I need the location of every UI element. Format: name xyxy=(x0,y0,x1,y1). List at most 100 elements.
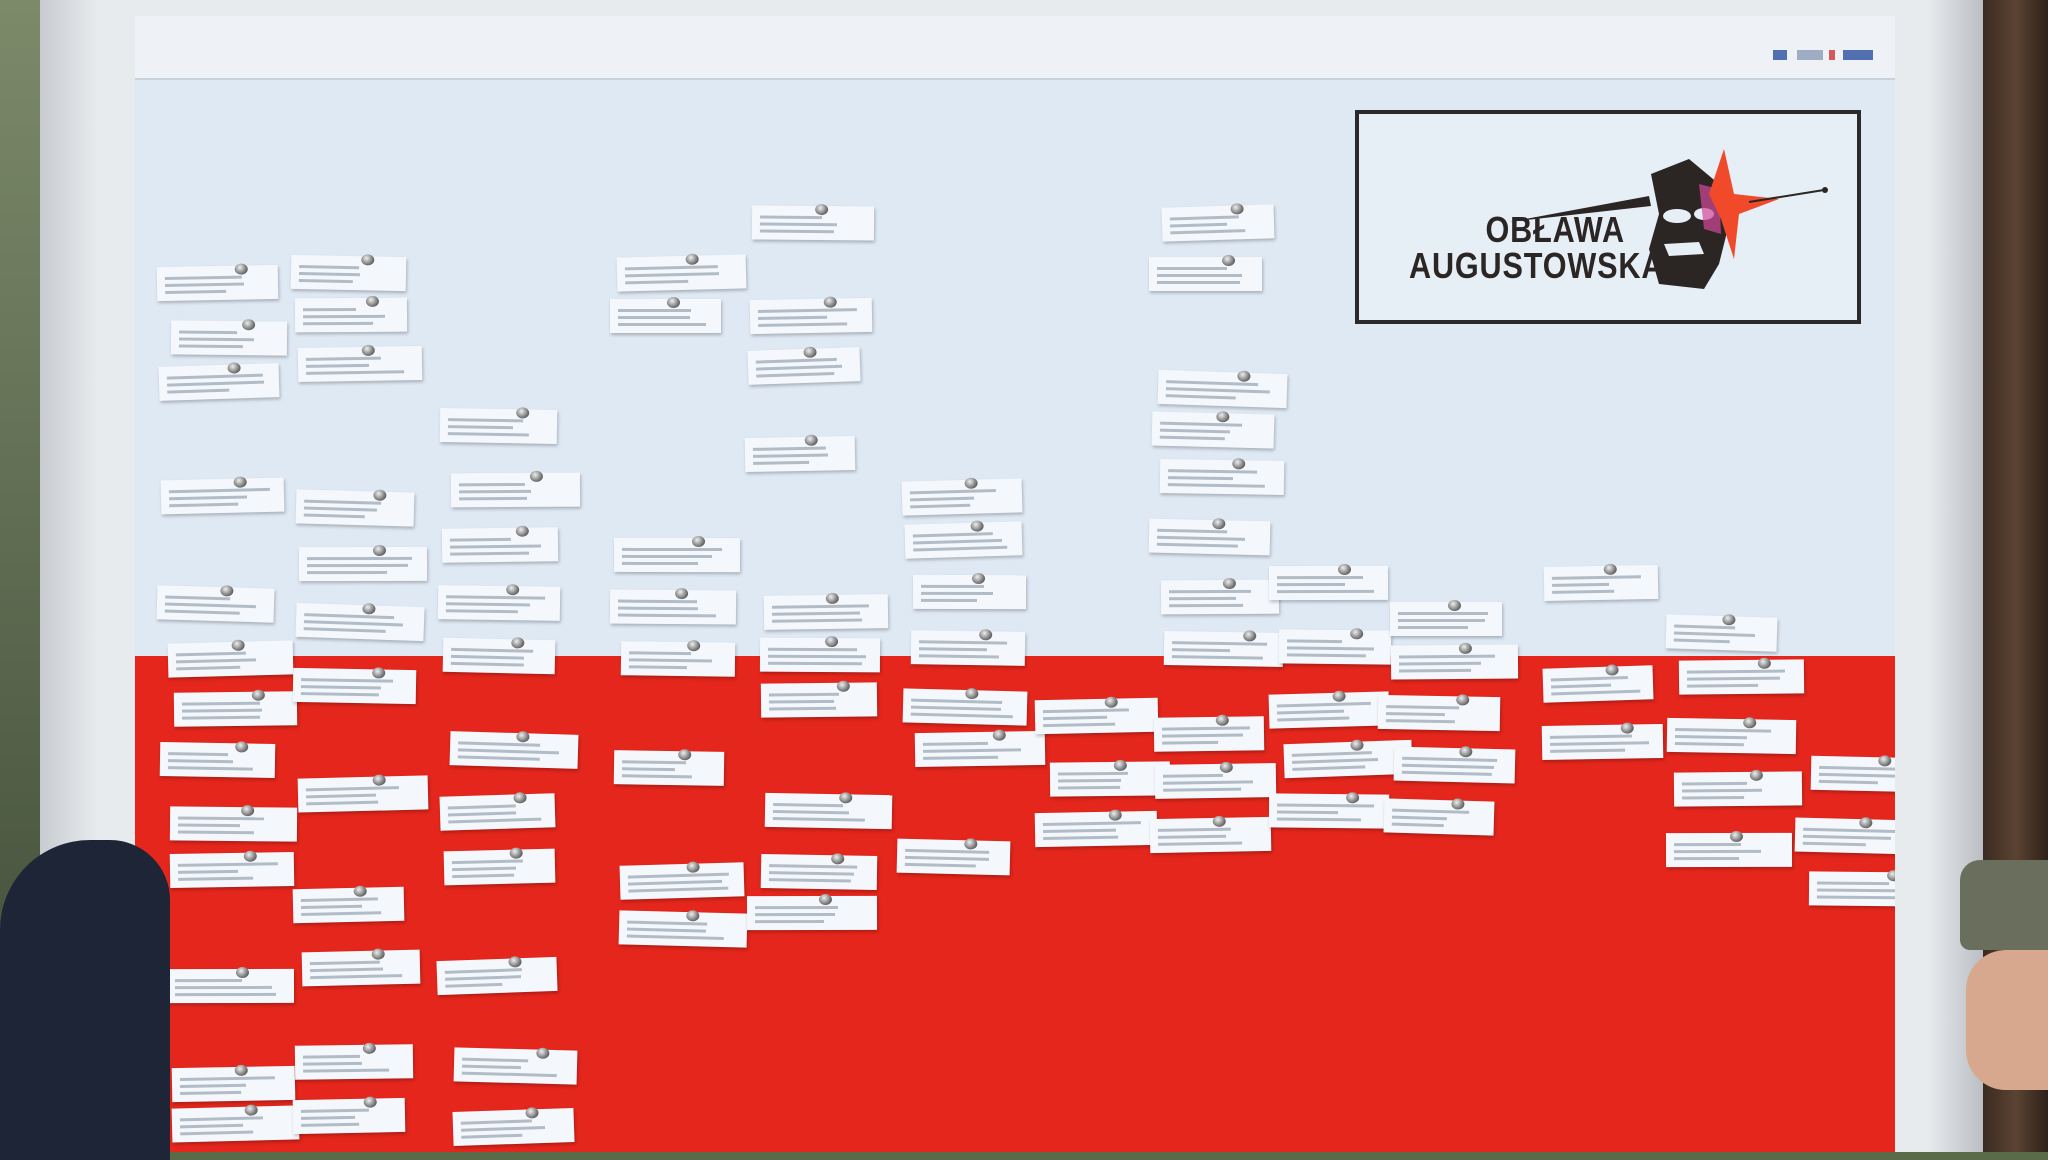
slip-text-line xyxy=(1276,582,1345,587)
slip-text-line xyxy=(909,489,996,495)
name-slip xyxy=(760,636,881,673)
slip-text-line xyxy=(306,564,408,568)
slip-text-line xyxy=(182,701,260,706)
pushpin-icon xyxy=(685,253,700,265)
slip-text-line xyxy=(1401,756,1498,762)
slip-text-line xyxy=(1552,589,1615,594)
slip-text-line xyxy=(628,880,723,887)
name-slip xyxy=(902,687,1028,726)
pushpin-icon xyxy=(226,361,241,374)
slip-text-line xyxy=(624,265,718,271)
slip-text-line xyxy=(180,1076,275,1081)
slip-text-line xyxy=(771,604,870,609)
pushpin-icon xyxy=(252,689,266,701)
pushpin-icon xyxy=(1113,759,1127,771)
slip-text-line xyxy=(450,544,542,549)
slip-text-line xyxy=(1277,709,1345,715)
person-left-silhouette xyxy=(0,840,170,1160)
slip-text-line xyxy=(179,1124,244,1129)
pushpin-icon xyxy=(361,603,376,615)
pushpin-icon xyxy=(1456,693,1470,706)
slip-text-line xyxy=(447,432,529,437)
slip-text-line xyxy=(1817,895,1895,900)
slip-text-line xyxy=(1171,641,1268,646)
slip-text-line xyxy=(618,316,691,320)
pushpin-icon xyxy=(1337,563,1351,575)
slip-text-line xyxy=(755,364,842,371)
name-slip xyxy=(295,602,425,642)
slip-text-line xyxy=(1682,782,1748,786)
slip-text-line xyxy=(164,602,256,608)
slip-text-line xyxy=(168,487,270,494)
name-slip xyxy=(749,296,873,335)
slip-text-line xyxy=(1043,835,1119,840)
pushpin-icon xyxy=(803,346,817,358)
pushpin-icon xyxy=(1878,755,1892,767)
slip-text-line xyxy=(772,803,843,808)
slip-text-line xyxy=(622,555,713,559)
slip-text-line xyxy=(768,699,834,704)
slip-text-line xyxy=(457,747,559,754)
slip-text-line xyxy=(177,823,241,828)
pushpin-icon xyxy=(535,1047,550,1060)
slip-text-line xyxy=(302,308,356,312)
pushpin-icon xyxy=(353,886,368,898)
pushpin-icon xyxy=(235,263,249,275)
name-slip xyxy=(613,749,725,786)
pushpin-icon xyxy=(823,296,837,308)
slip-text-line xyxy=(1156,266,1227,270)
slip-text-line xyxy=(1397,619,1485,623)
pushpin-icon xyxy=(805,434,819,446)
slip-text-line xyxy=(177,869,238,874)
slip-text-line xyxy=(1549,734,1633,740)
slip-text-line xyxy=(444,968,523,974)
slip-text-line xyxy=(445,608,518,613)
name-slip xyxy=(166,966,295,1003)
pushpin-icon xyxy=(232,476,247,488)
slip-text-line xyxy=(300,1108,369,1114)
name-slip xyxy=(1666,830,1793,867)
pushpin-icon xyxy=(525,1107,540,1119)
pushpin-icon xyxy=(511,637,525,649)
slip-text-line xyxy=(905,849,990,855)
pushpin-icon xyxy=(372,545,386,557)
slip-text-line xyxy=(1169,603,1244,608)
child-with-cap xyxy=(1960,860,2048,1160)
slip-text-line xyxy=(1401,770,1492,776)
slip-text-line xyxy=(1159,421,1243,427)
name-slip xyxy=(294,1043,414,1081)
slip-text-line xyxy=(755,912,836,916)
slip-text-line xyxy=(306,793,377,798)
slip-text-line xyxy=(1165,387,1270,394)
name-slip xyxy=(1666,716,1797,754)
face xyxy=(1966,950,2048,1090)
name-slip xyxy=(441,525,558,563)
name-slip xyxy=(1157,370,1287,409)
name-slip xyxy=(1541,722,1663,761)
slip-text-line xyxy=(768,655,866,659)
slip-text-line xyxy=(447,811,517,817)
slip-text-line xyxy=(309,960,380,966)
slip-text-line xyxy=(459,490,531,494)
slip-text-line xyxy=(179,1116,263,1122)
pushpin-icon xyxy=(970,519,985,532)
slip-text-line xyxy=(625,279,688,285)
name-slip xyxy=(1268,791,1390,829)
slip-text-line xyxy=(1674,849,1762,853)
name-slip xyxy=(1148,518,1271,556)
slip-text-line xyxy=(167,752,228,757)
slip-text-line xyxy=(1162,740,1219,745)
name-slip xyxy=(443,847,556,886)
pushpin-icon xyxy=(529,470,543,483)
pushpin-icon xyxy=(675,587,689,599)
slip-text-line xyxy=(1162,780,1253,785)
slip-text-line xyxy=(1803,842,1866,847)
pushpin-icon xyxy=(235,966,249,978)
slip-text-line xyxy=(1169,229,1245,235)
slip-text-line xyxy=(458,740,541,747)
slip-text-line xyxy=(1674,727,1771,733)
name-slip xyxy=(901,477,1023,516)
cap xyxy=(1960,860,2048,950)
slip-text-line xyxy=(1817,888,1895,893)
slip-text-line xyxy=(457,754,540,761)
